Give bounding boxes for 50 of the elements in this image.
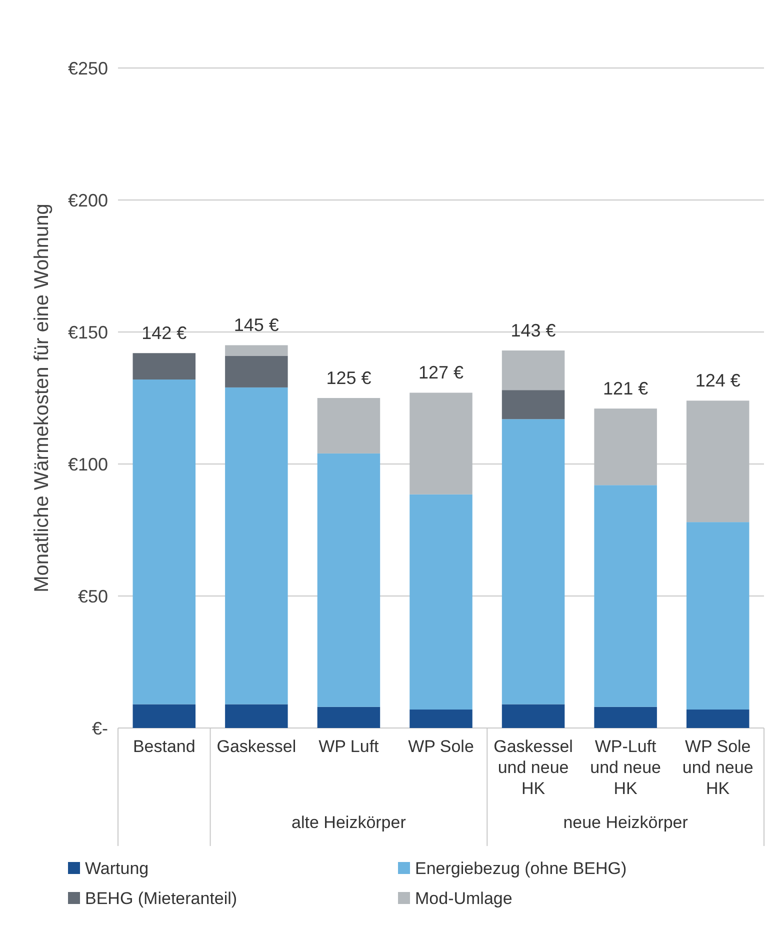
x-tick-label: WP Sole xyxy=(408,737,474,756)
x-tick-label: WP Luft xyxy=(318,737,380,756)
bar xyxy=(317,706,380,728)
bar xyxy=(410,392,472,494)
total-label: 142 € xyxy=(142,323,187,344)
bar xyxy=(594,485,657,707)
legend-label: Mod-Umlage xyxy=(415,888,512,908)
y-tick-label: €250 xyxy=(68,58,108,78)
bar xyxy=(132,353,196,380)
bar xyxy=(502,350,565,390)
y-tick-label: €- xyxy=(92,718,108,738)
bar xyxy=(132,380,196,704)
total-label: 143 € xyxy=(510,320,556,340)
y-tick-label: €100 xyxy=(68,454,108,474)
bar xyxy=(502,419,565,704)
y-tick-label: €200 xyxy=(68,190,108,210)
x-tick-label: Gaskessel und neue HK xyxy=(494,737,573,798)
total-label: 125 € xyxy=(326,368,372,388)
legend-label: Wartung xyxy=(85,858,149,878)
bar xyxy=(686,522,750,710)
y-tick-label: €150 xyxy=(68,322,108,342)
total-label: 127 € xyxy=(418,362,464,383)
bar xyxy=(225,704,288,728)
bar xyxy=(225,356,288,388)
bar xyxy=(410,710,472,728)
bar xyxy=(410,494,472,710)
x-tick-label: Gaskessel xyxy=(216,737,296,756)
total-label: 145 € xyxy=(234,315,279,336)
bar xyxy=(225,345,288,356)
bar xyxy=(686,710,750,728)
y-axis-title: Monatliche Wärmekosten für eine Wohnung xyxy=(31,204,53,592)
bar xyxy=(686,400,750,522)
bar xyxy=(317,398,380,454)
total-label: 124 € xyxy=(695,370,740,391)
bar xyxy=(317,453,380,707)
x-tick-label: WP Sole und neue HK xyxy=(682,737,754,798)
bar xyxy=(502,704,565,728)
bar xyxy=(225,387,288,704)
legend-label: BEHG (Mieteranteil) xyxy=(85,888,238,908)
bar xyxy=(502,390,565,420)
y-tick-label: €50 xyxy=(78,586,108,606)
legend-label: Energiebezug (ohne BEHG) xyxy=(415,858,627,878)
text: alte Heizkörper xyxy=(292,813,406,832)
x-tick-label: Bestand xyxy=(132,737,196,756)
text: neue Heizkörper xyxy=(563,813,688,832)
bar xyxy=(132,704,196,728)
bar xyxy=(594,706,657,728)
bar xyxy=(594,408,657,486)
total-label: 121 € xyxy=(603,378,648,399)
x-tick-label: WP-Luft und neue HK xyxy=(590,737,662,798)
